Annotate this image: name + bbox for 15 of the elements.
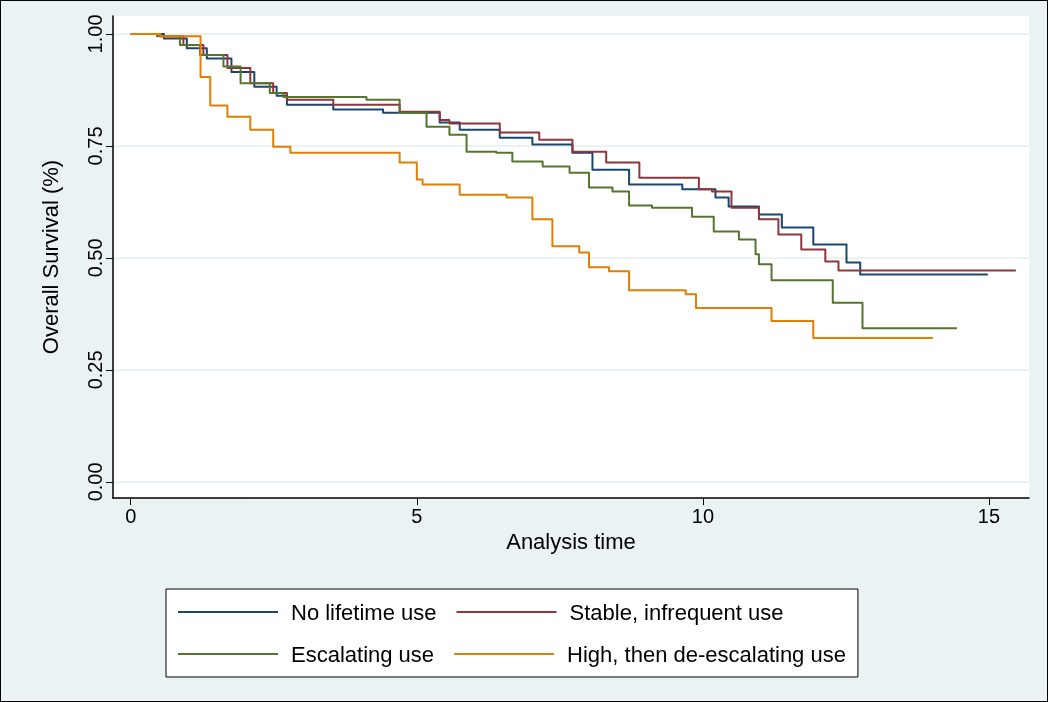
y-tick-label: 0.00: [84, 462, 106, 502]
x-tick-label: 5: [411, 505, 423, 527]
legend-label: Escalating use: [291, 641, 435, 667]
x-axis-title: Analysis time: [506, 529, 636, 555]
legend-label: High, then de-escalating use: [567, 641, 846, 667]
y-tick-label: 1.00: [84, 14, 106, 54]
legend-label: Stable, infrequent use: [569, 599, 784, 625]
x-tick-label: 15: [977, 505, 1001, 527]
x-tick-label: 0: [125, 505, 137, 527]
y-tick-label: 0.25: [84, 350, 106, 390]
x-tick-label: 10: [691, 505, 714, 527]
y-tick-label: 0.50: [84, 238, 106, 278]
y-tick-label: 0.75: [84, 126, 106, 166]
legend-label: No lifetime use: [291, 599, 437, 625]
y-axis-title: Overall Survival (%): [37, 159, 63, 355]
